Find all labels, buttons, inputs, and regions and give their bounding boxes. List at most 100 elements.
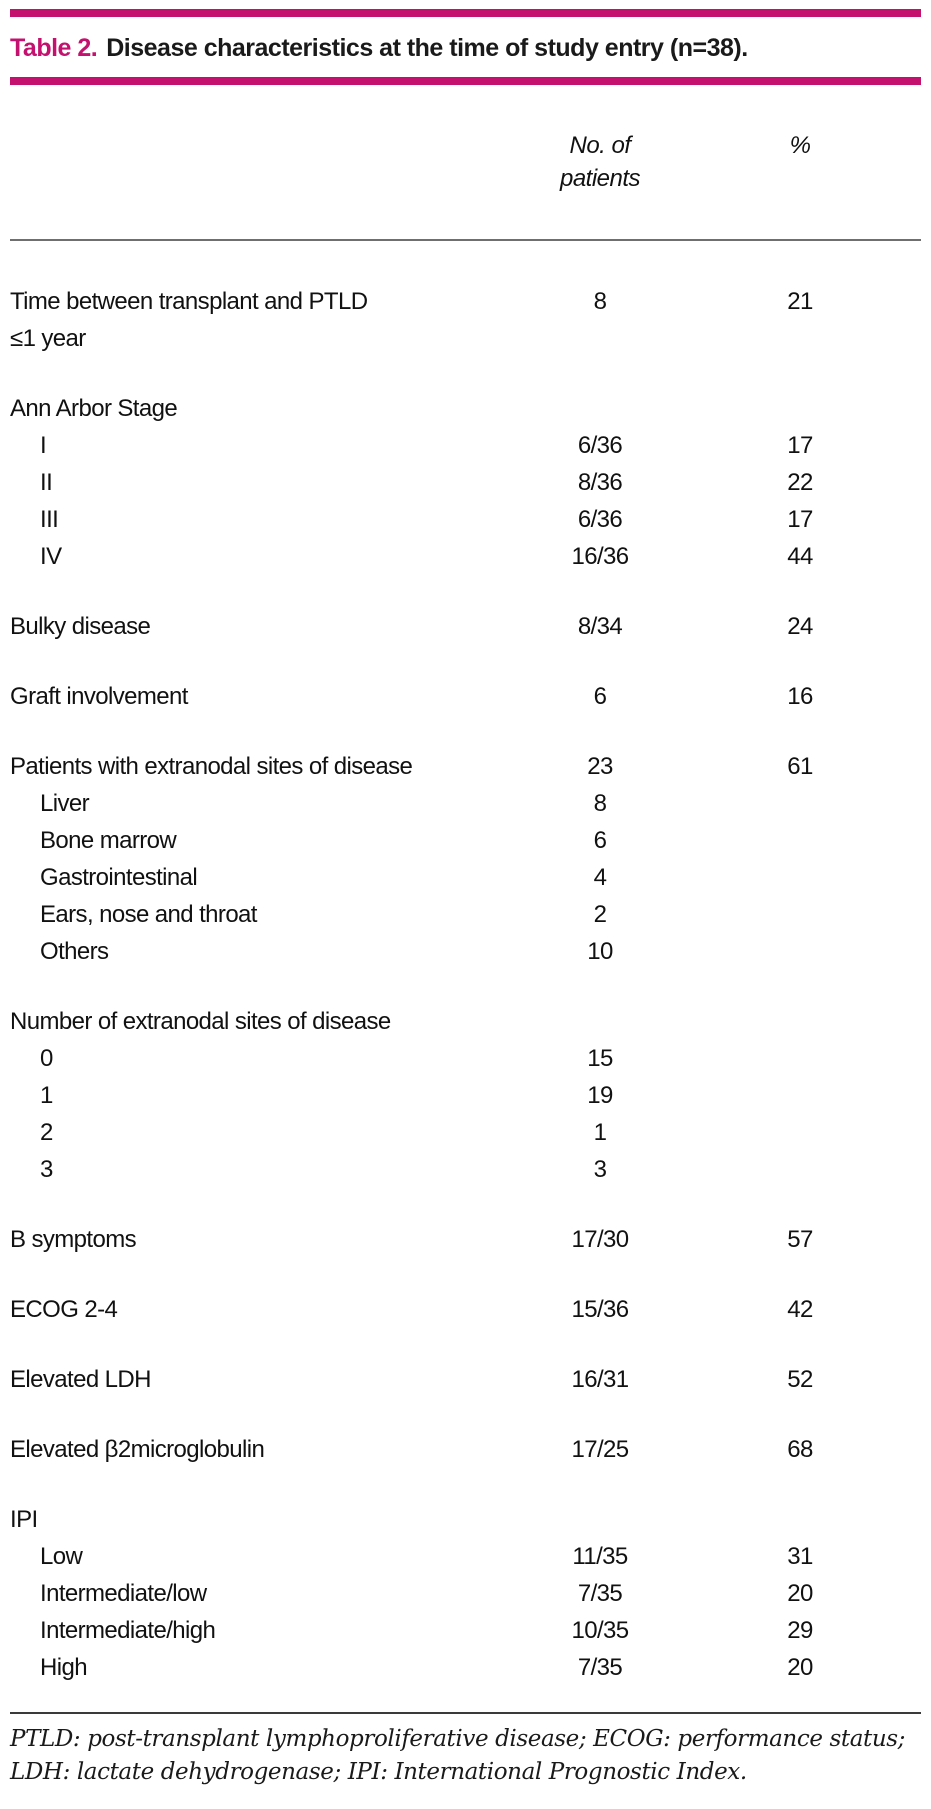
footnote-text: PTLD: post-transplant lymphoproliferativ… <box>10 1726 906 1785</box>
row-patients-value: 8 <box>593 790 607 817</box>
row-patients-value: 8/34 <box>577 613 623 640</box>
table-row: Time between transplant and PTLD ≤1 year… <box>0 283 931 357</box>
row-label: Number of extranodal sites of disease <box>10 1008 391 1035</box>
row-patients-value: 8/36 <box>577 469 623 496</box>
row-label: Patients with extranodal sites of diseas… <box>10 753 413 780</box>
row-label: Liver <box>40 790 90 817</box>
table-number-label: Table 2. <box>10 34 98 62</box>
table-row: 1 19 <box>0 1077 931 1114</box>
row-percent-value: 44 <box>787 543 813 570</box>
row-percent-value: 20 <box>787 1654 813 1681</box>
table-row: IPI <box>0 1501 931 1538</box>
row-percent-value: 21 <box>787 288 813 315</box>
row-patients-value: 1 <box>593 1119 607 1146</box>
row-percent-value: 16 <box>787 683 813 710</box>
row-patients-value: 7/35 <box>577 1580 623 1607</box>
row-label: Time between transplant and PTLD ≤1 year <box>10 288 368 352</box>
table-row: Gastrointestinal 4 <box>0 859 931 896</box>
row-label: 0 <box>40 1045 53 1072</box>
row-label: Intermediate/low <box>40 1580 207 1607</box>
table-title: Table 2. Disease characteristics at the t… <box>10 33 921 63</box>
table-row: Liver 8 <box>0 785 931 822</box>
row-label: B symptoms <box>10 1226 137 1253</box>
row-label: Bulky disease <box>10 613 151 640</box>
table-row: Ann Arbor Stage <box>0 390 931 427</box>
row-percent-value: 61 <box>787 753 813 780</box>
row-label: Elevated LDH <box>10 1366 151 1393</box>
row-percent-value: 17 <box>787 432 813 459</box>
table-row: High 7/35 20 <box>0 1649 931 1686</box>
table-row: B symptoms 17/30 57 <box>0 1221 931 1258</box>
row-patients-value: 10 <box>587 938 613 965</box>
header-no-of-patients: No. of patients <box>559 132 641 192</box>
row-label: Graft involvement <box>10 683 188 710</box>
row-label: Elevated β2microglobulin <box>10 1436 265 1463</box>
row-label: Low <box>40 1543 83 1570</box>
row-patients-value: 6 <box>593 827 607 854</box>
row-label: ECOG 2-4 <box>10 1296 118 1323</box>
row-patients-value: 10/35 <box>571 1617 629 1644</box>
row-label: I <box>40 432 47 459</box>
row-patients-value: 3 <box>593 1156 607 1183</box>
table-row: Number of extranodal sites of disease <box>0 1003 931 1040</box>
row-patients-value: 16/36 <box>571 543 629 570</box>
table-header-row: No. of patients % <box>0 129 931 195</box>
title-bottom-accent-rule <box>10 77 921 85</box>
row-percent-value: 20 <box>787 1580 813 1607</box>
row-patients-value: 17/30 <box>571 1226 629 1253</box>
row-label: III <box>40 506 59 533</box>
row-patients-value: 8 <box>593 288 607 315</box>
row-label: IPI <box>10 1506 38 1533</box>
row-patients-value: 6/36 <box>577 432 623 459</box>
row-patients-value: 6/36 <box>577 506 623 533</box>
row-label: 2 <box>40 1119 53 1146</box>
row-patients-value: 4 <box>593 864 607 891</box>
row-patients-value: 15/36 <box>571 1296 629 1323</box>
table-row: 0 15 <box>0 1040 931 1077</box>
table-row: III 6/36 17 <box>0 501 931 538</box>
table-row: Patients with extranodal sites of diseas… <box>0 748 931 785</box>
footnote-rule <box>10 1712 921 1714</box>
row-patients-value: 23 <box>587 753 613 780</box>
row-label: Bone marrow <box>40 827 177 854</box>
row-patients-value: 16/31 <box>571 1366 629 1393</box>
table-row: Intermediate/high 10/35 29 <box>0 1612 931 1649</box>
row-patients-value: 2 <box>593 901 607 928</box>
row-percent-value: 31 <box>787 1543 813 1570</box>
table-row: IV 16/36 44 <box>0 538 931 575</box>
row-label: Ears, nose and throat <box>40 901 257 928</box>
table-body: Time between transplant and PTLD ≤1 year… <box>0 283 931 1686</box>
row-percent-value: 29 <box>787 1617 813 1644</box>
table-row: Bulky disease 8/34 24 <box>0 608 931 645</box>
row-label: High <box>40 1654 88 1681</box>
header-percent: % <box>789 132 811 159</box>
row-percent-value: 52 <box>787 1366 813 1393</box>
table-title-text: Disease characteristics at the time of s… <box>106 34 748 62</box>
row-label: II <box>40 469 53 496</box>
table-row: 2 1 <box>0 1114 931 1151</box>
row-patients-value: 7/35 <box>577 1654 623 1681</box>
table-row: II 8/36 22 <box>0 464 931 501</box>
row-patients-value: 17/25 <box>571 1436 629 1463</box>
row-percent-value: 17 <box>787 506 813 533</box>
table-row: Bone marrow 6 <box>0 822 931 859</box>
table-row: Low 11/35 31 <box>0 1538 931 1575</box>
row-percent-value: 42 <box>787 1296 813 1323</box>
row-label: Gastrointestinal <box>40 864 198 891</box>
row-patients-value: 19 <box>587 1082 613 1109</box>
row-patients-value: 11/35 <box>572 1543 628 1570</box>
row-percent-value: 57 <box>787 1226 813 1253</box>
row-percent-value: 24 <box>787 613 813 640</box>
table-row: Graft involvement 6 16 <box>0 678 931 715</box>
row-patients-value: 6 <box>593 683 607 710</box>
row-label: Ann Arbor Stage <box>10 395 178 422</box>
table-row: Ears, nose and throat 2 <box>0 896 931 933</box>
row-percent-value: 68 <box>787 1436 813 1463</box>
row-percent-value: 22 <box>787 469 813 496</box>
top-accent-rule <box>10 9 921 17</box>
table-row: ECOG 2-4 15/36 42 <box>0 1291 931 1328</box>
row-label: 3 <box>40 1156 53 1183</box>
table-row: Elevated LDH 16/31 52 <box>0 1361 931 1398</box>
table-row: Elevated β2microglobulin 17/25 68 <box>0 1431 931 1468</box>
row-label: IV <box>40 543 62 570</box>
